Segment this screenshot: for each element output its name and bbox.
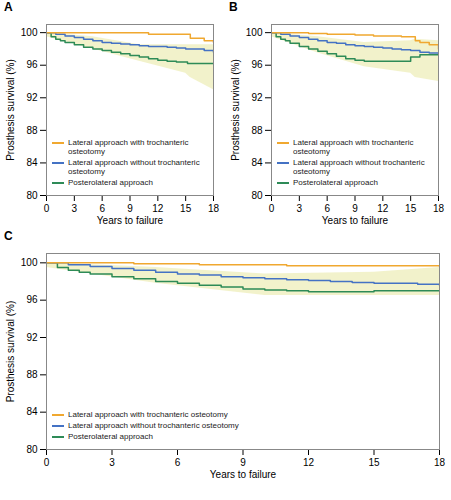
html-text:Posterolateral approach: Posterolateral approach <box>68 432 153 441</box>
svg-text:Years to failure: Years to failure <box>210 469 277 480</box>
svg-text:84: 84 <box>251 157 263 168</box>
svg-text:6: 6 <box>175 457 181 468</box>
svg-text:15: 15 <box>405 203 417 214</box>
svg-text:100: 100 <box>21 257 38 268</box>
html-text:B: B <box>229 0 238 14</box>
svg-text:0: 0 <box>44 203 50 214</box>
svg-text:88: 88 <box>251 125 263 136</box>
html-text:Posterolateral approach: Posterolateral approach <box>68 178 153 187</box>
html-text:C: C <box>4 229 13 243</box>
html-text:Lateral approach with trochant: Lateral approach with trochanteric osteo… <box>68 138 189 156</box>
svg-text:80: 80 <box>251 190 263 201</box>
svg-text:100: 100 <box>246 27 263 38</box>
svg-text:88: 88 <box>26 125 38 136</box>
html-text:Lateral approach with trochant: Lateral approach with trochanteric osteo… <box>293 138 414 156</box>
svg-text:12: 12 <box>303 457 315 468</box>
svg-text:92: 92 <box>251 92 263 103</box>
html-text:Lateral approach without troch: Lateral approach without trochanteric os… <box>68 421 239 430</box>
svg-text:9: 9 <box>240 457 246 468</box>
html-text:Posterolateral approach: Posterolateral approach <box>293 178 378 187</box>
svg-text:18: 18 <box>434 457 446 468</box>
svg-text:12: 12 <box>377 203 389 214</box>
svg-text:80: 80 <box>26 190 38 201</box>
svg-text:Years to failure: Years to failure <box>322 215 389 226</box>
svg-text:9: 9 <box>352 203 358 214</box>
svg-text:15: 15 <box>368 457 380 468</box>
svg-text:18: 18 <box>208 203 220 214</box>
svg-text:12: 12 <box>152 203 164 214</box>
svg-text:96: 96 <box>26 59 38 70</box>
svg-text:Prosthesis survival (%): Prosthesis survival (%) <box>5 301 16 403</box>
svg-text:84: 84 <box>26 157 38 168</box>
svg-text:96: 96 <box>26 294 38 305</box>
svg-text:0: 0 <box>44 457 50 468</box>
svg-text:3: 3 <box>297 203 303 214</box>
svg-text:92: 92 <box>26 332 38 343</box>
svg-text:84: 84 <box>26 406 38 417</box>
svg-text:15: 15 <box>180 203 192 214</box>
svg-text:Years to failure: Years to failure <box>97 215 164 226</box>
svg-text:6: 6 <box>99 203 105 214</box>
svg-text:0: 0 <box>269 203 275 214</box>
svg-text:96: 96 <box>251 59 263 70</box>
html-text:Lateral approach without troch: Lateral approach without trochanteric os… <box>293 158 425 176</box>
svg-text:3: 3 <box>72 203 78 214</box>
svg-text:80: 80 <box>26 444 38 455</box>
svg-text:Prosthesis survival (%): Prosthesis survival (%) <box>5 59 16 161</box>
svg-text:100: 100 <box>21 27 38 38</box>
svg-text:6: 6 <box>324 203 330 214</box>
html-text:A: A <box>4 0 13 14</box>
svg-text:88: 88 <box>26 369 38 380</box>
svg-text:Prosthesis survival (%): Prosthesis survival (%) <box>230 59 241 161</box>
html-text:Lateral approach without troch: Lateral approach without trochanteric os… <box>68 158 200 176</box>
svg-text:92: 92 <box>26 92 38 103</box>
svg-text:18: 18 <box>433 203 445 214</box>
svg-text:9: 9 <box>127 203 133 214</box>
svg-text:3: 3 <box>109 457 115 468</box>
html-text:Lateral approach with trochant: Lateral approach with trochanteric osteo… <box>68 410 228 419</box>
